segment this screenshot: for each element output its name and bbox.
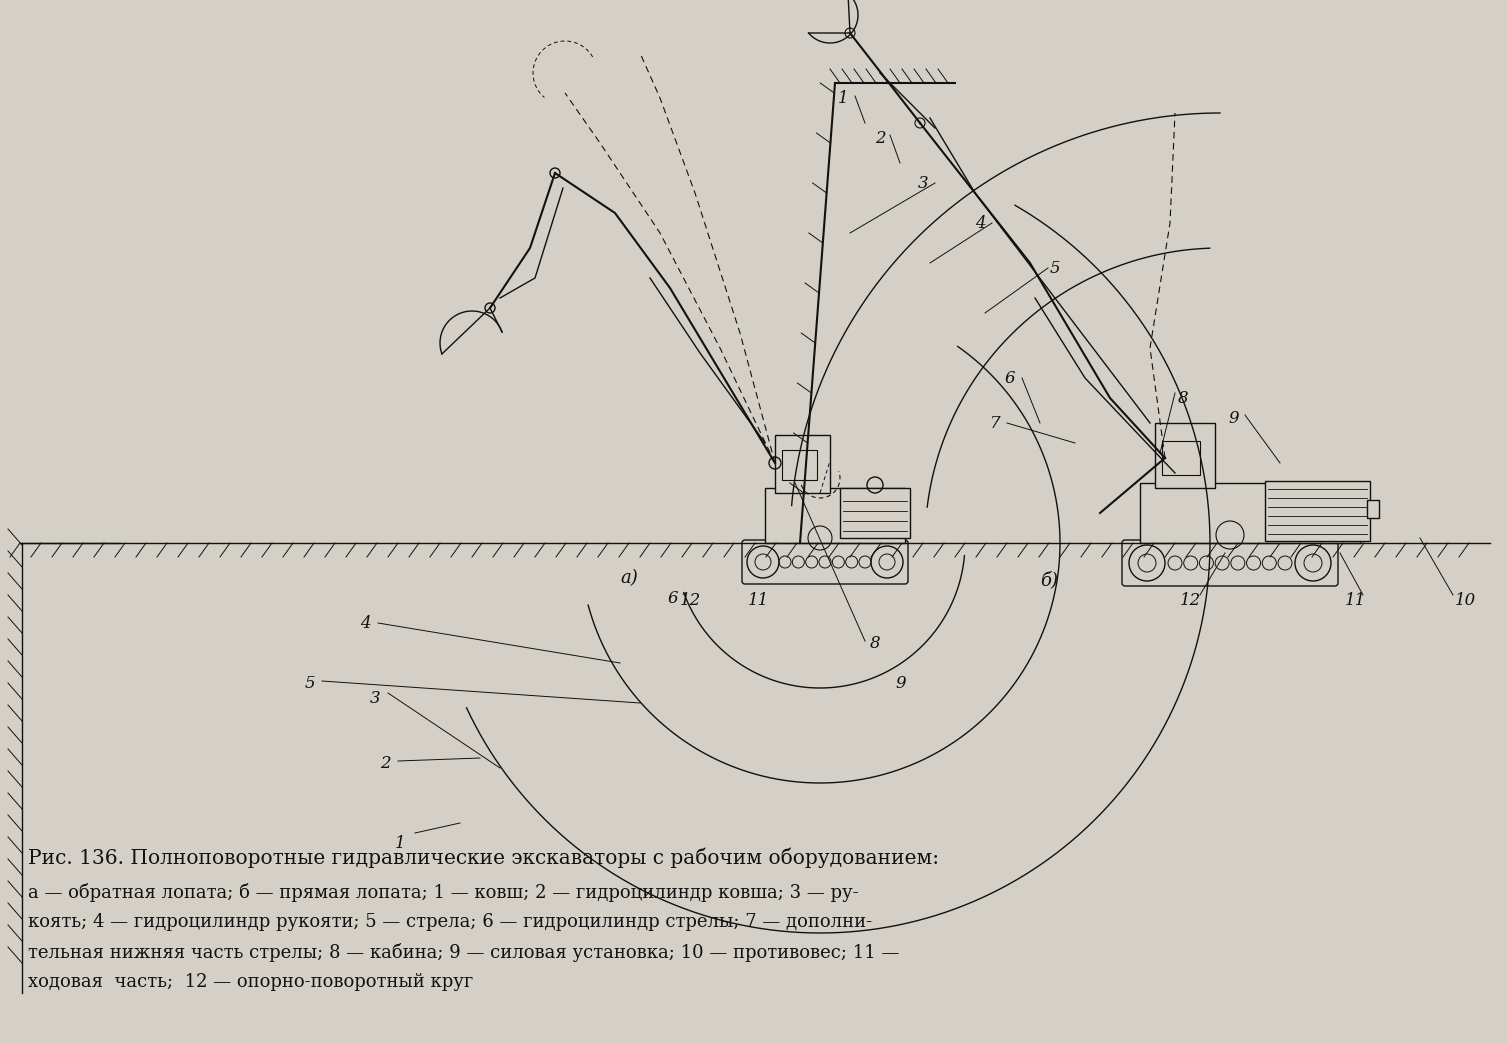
Text: тельная нижняя часть стрелы; 8 — кабина; 9 — силовая установка; 10 — противовес;: тельная нижняя часть стрелы; 8 — кабина;… <box>29 943 900 962</box>
Text: 10: 10 <box>1454 592 1477 609</box>
Text: 8: 8 <box>870 635 880 652</box>
Text: 6: 6 <box>668 590 678 607</box>
Text: а): а) <box>619 569 637 587</box>
Text: 9: 9 <box>1228 410 1239 427</box>
Bar <box>1154 423 1215 488</box>
Text: 11: 11 <box>747 592 769 609</box>
Text: 3: 3 <box>371 690 381 707</box>
Text: 9: 9 <box>895 675 906 692</box>
Text: 4: 4 <box>975 215 986 232</box>
Text: 3: 3 <box>918 175 928 192</box>
Text: 1: 1 <box>838 90 848 107</box>
Text: ходовая  часть;  12 — опорно-поворотный круг: ходовая часть; 12 — опорно-поворотный кр… <box>29 973 473 991</box>
Text: 5: 5 <box>1050 260 1061 277</box>
Bar <box>766 488 906 543</box>
FancyBboxPatch shape <box>741 540 909 584</box>
Text: 2: 2 <box>380 755 390 772</box>
Bar <box>1367 500 1379 518</box>
Bar <box>782 450 817 480</box>
Text: 4: 4 <box>360 615 371 632</box>
Text: кoять; 4 — гидроцилиндр рукояти; 5 — стрела; 6 — гидроцилиндр стрелы; 7 — дополн: кoять; 4 — гидроцилиндр рукояти; 5 — стр… <box>29 913 873 931</box>
Text: б): б) <box>1040 571 1058 589</box>
Text: 8: 8 <box>1178 390 1189 407</box>
Bar <box>839 488 910 538</box>
Text: Рис. 136. Полноповоротные гидравлические экскаваторы с рабочим оборудованием:: Рис. 136. Полноповоротные гидравлические… <box>29 848 939 869</box>
Text: 2: 2 <box>876 130 886 147</box>
Text: 7: 7 <box>990 415 1001 432</box>
Text: 12: 12 <box>1180 592 1201 609</box>
Bar <box>1139 483 1359 543</box>
Text: а — обратная лопата; б — прямая лопата; 1 — ковш; 2 — гидроцилиндр ковша; 3 — ру: а — обратная лопата; б — прямая лопата; … <box>29 883 859 902</box>
Text: 1: 1 <box>395 835 405 852</box>
Text: 6: 6 <box>1005 370 1016 387</box>
Bar <box>1264 481 1370 541</box>
Text: 11: 11 <box>1346 592 1367 609</box>
Bar <box>1162 441 1200 475</box>
FancyBboxPatch shape <box>1123 540 1338 586</box>
Bar <box>775 435 830 493</box>
Text: 5: 5 <box>304 675 315 692</box>
Text: 12: 12 <box>680 592 701 609</box>
